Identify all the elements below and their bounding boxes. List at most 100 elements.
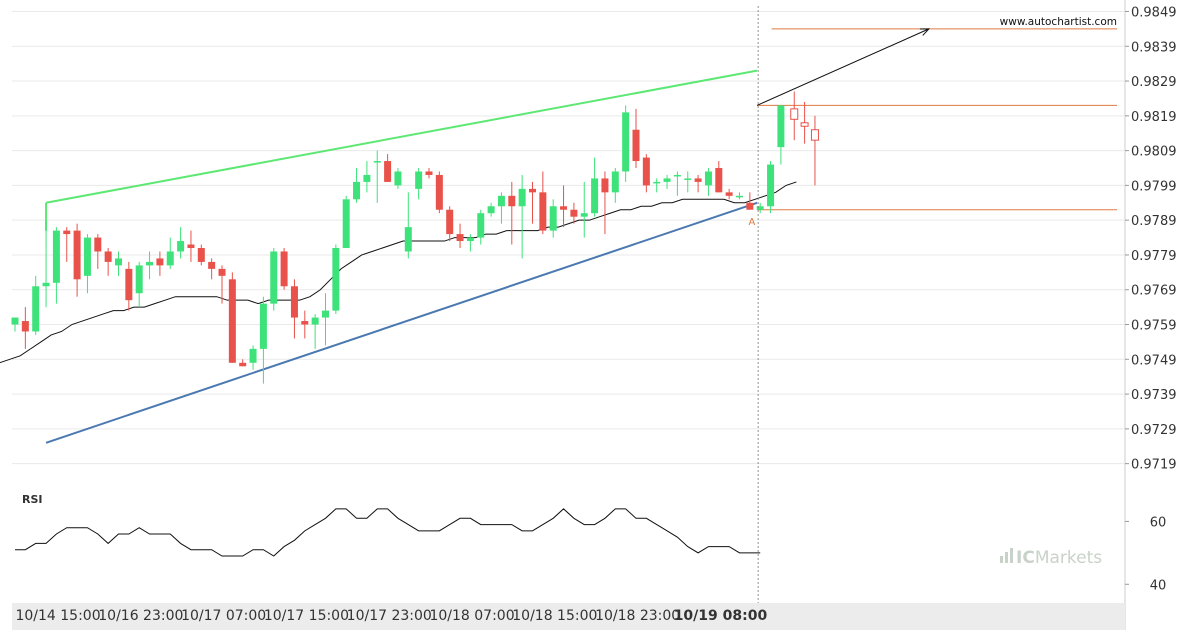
candle-body xyxy=(135,265,143,294)
price-tick-label: 0.9719 xyxy=(1131,458,1177,473)
candle-body xyxy=(384,161,392,182)
candle-body xyxy=(208,261,216,269)
candle-body xyxy=(21,321,29,332)
candle-body xyxy=(197,248,205,262)
candle-body xyxy=(477,213,485,238)
candle-body xyxy=(42,282,50,287)
candle-body xyxy=(746,202,754,210)
candle-body xyxy=(146,261,154,266)
candle-body xyxy=(715,168,723,193)
candles xyxy=(11,91,819,384)
candle-body xyxy=(704,171,712,186)
candle-body xyxy=(601,178,609,193)
candle-body xyxy=(508,195,516,207)
price-tick-label: 0.9839 xyxy=(1131,40,1177,55)
candle-body xyxy=(125,268,133,301)
pending-candle-body xyxy=(810,129,819,141)
price-tick-label: 0.9829 xyxy=(1131,75,1177,90)
price-tick-label: 0.9759 xyxy=(1131,319,1177,334)
logo-bars-icon xyxy=(1000,548,1013,563)
time-tick-label: 10/14 15:00 xyxy=(15,608,100,624)
grid xyxy=(12,0,1126,630)
candle-body xyxy=(73,230,81,280)
projection-arrowhead-icon xyxy=(919,28,931,36)
candle-body xyxy=(446,209,454,235)
candle-body xyxy=(663,178,671,182)
autochartist-watermark: www.autochartist.com xyxy=(1000,16,1117,28)
candle-body xyxy=(487,206,495,214)
candle-body xyxy=(239,362,247,367)
candle-body xyxy=(570,209,578,217)
pending-candle-body xyxy=(800,122,809,127)
rsi-line xyxy=(15,508,761,557)
resistance-line xyxy=(45,69,758,204)
candle-body xyxy=(63,230,71,235)
candle-body xyxy=(290,286,298,318)
candle-body xyxy=(218,268,226,276)
candle-body xyxy=(259,303,267,349)
candle-body xyxy=(373,161,381,163)
price-tick-label: 0.9729 xyxy=(1131,423,1177,438)
price-tick-label: 0.9809 xyxy=(1131,145,1177,160)
logo-name: Markets xyxy=(1035,548,1102,568)
candle-body xyxy=(456,234,464,242)
candle-body xyxy=(673,174,681,177)
rsi-tick-label: 60 xyxy=(1150,515,1167,530)
svg-text:ICMarkets: ICMarkets xyxy=(1016,548,1102,568)
price-tick-label: 0.9779 xyxy=(1131,249,1177,264)
candle-body xyxy=(311,317,319,325)
time-tick-label: 10/17 15:00 xyxy=(264,608,349,624)
candle-body xyxy=(94,237,102,252)
moving-average xyxy=(0,181,797,364)
price-tick-label: 0.9819 xyxy=(1131,110,1177,125)
price-tick-label: 0.9799 xyxy=(1131,179,1177,194)
projection-arrow-line xyxy=(756,28,930,106)
candle-body xyxy=(622,112,630,172)
candle-body xyxy=(435,174,443,210)
time-tick-label: 10/16 23:00 xyxy=(98,608,183,624)
candle-body xyxy=(425,171,433,175)
logo-prefix: IC xyxy=(1016,548,1035,568)
candle-body xyxy=(725,192,733,196)
candle-body xyxy=(767,164,775,207)
candle-body xyxy=(632,129,640,162)
candle-body xyxy=(32,286,40,332)
candle-body xyxy=(301,321,309,325)
candle-body xyxy=(342,199,350,248)
candle-body xyxy=(187,244,195,248)
time-tick-label: 10/18 15:00 xyxy=(512,608,597,624)
candle-body xyxy=(560,206,568,210)
time-tick-label: 10/17 23:00 xyxy=(347,608,432,624)
price-tick-label: 0.9789 xyxy=(1131,214,1177,229)
candle-body xyxy=(642,157,650,186)
candle-body xyxy=(166,251,174,266)
candle-body xyxy=(11,317,19,325)
candle-body xyxy=(177,241,185,252)
candle-body xyxy=(777,105,785,148)
icmarkets-logo: ICMarkets xyxy=(1000,548,1102,568)
time-axis-band xyxy=(12,603,1125,630)
candle-body xyxy=(322,310,329,318)
candle-body xyxy=(228,279,236,363)
time-tick-label: 10/18 07:00 xyxy=(429,608,514,624)
candle-body xyxy=(415,171,423,189)
candle-body xyxy=(104,251,112,262)
price-tick-label: 0.9769 xyxy=(1131,284,1177,299)
support-line xyxy=(45,201,758,444)
candle-body xyxy=(466,237,474,242)
price-tick-label: 0.9849 xyxy=(1131,5,1177,20)
price-axis: 0.9849 0.9839 0.9829 0.9819 0.9809 0.9799 0.97… xyxy=(1125,5,1177,473)
candle-body xyxy=(156,258,164,266)
rsi-tick-label: 40 xyxy=(1150,578,1167,593)
candle-body xyxy=(591,178,599,214)
candle-body xyxy=(549,206,557,231)
candle-body xyxy=(539,192,547,231)
trend-lines: A xyxy=(45,28,1117,444)
candle-body xyxy=(404,227,412,252)
candle-body xyxy=(270,251,278,304)
candle-body xyxy=(52,230,60,283)
candle-body xyxy=(83,237,91,276)
candle-body xyxy=(736,195,743,198)
